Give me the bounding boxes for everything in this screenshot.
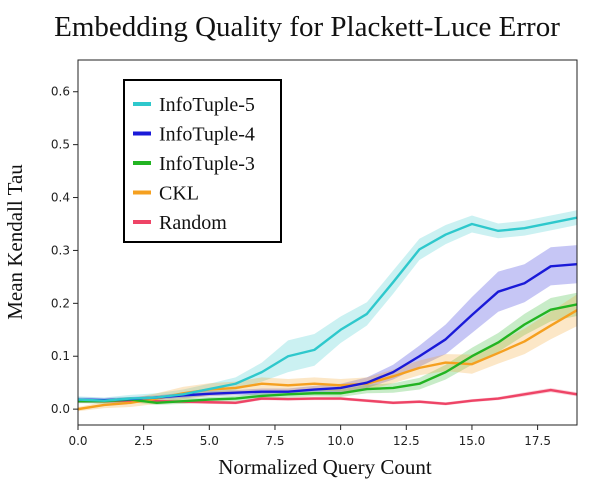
x-tick-label: 5.0 — [200, 434, 219, 448]
x-tick-label: 10.0 — [327, 434, 354, 448]
legend-label-infotuple-5: InfoTuple-5 — [159, 94, 255, 116]
legend-label-infotuple-3: InfoTuple-3 — [159, 153, 255, 175]
legend-label-random: Random — [159, 212, 227, 234]
plot-area: 0.0 2.5 5.0 7.5 10.0 12.5 15.0 17.5 0.0 0.1 0.2 0.3… — [51, 59, 578, 448]
y-tick-label: 0.1 — [51, 349, 70, 363]
band-infotuple-5 — [78, 210, 577, 404]
band-infotuple-4 — [78, 245, 577, 403]
line-infotuple-5 — [78, 216, 577, 402]
x-tick-label: 2.5 — [134, 434, 153, 448]
legend-label-infotuple-4: InfoTuple-4 — [159, 124, 255, 146]
legend: InfoTuple-5 InfoTuple-4 InfoTuple-3 CKL Rand… — [123, 79, 282, 243]
x-tick-label: 7.5 — [265, 434, 284, 448]
y-tick-label: 0.3 — [51, 243, 70, 257]
y-tick-label: 0.5 — [51, 138, 70, 152]
plot-frame — [77, 59, 578, 426]
y-tick-label: 0.4 — [51, 191, 70, 205]
y-tick-label: 0.6 — [51, 85, 70, 99]
x-tick-label: 12.5 — [393, 434, 420, 448]
y-tick-label: 0.2 — [51, 296, 70, 310]
chart-title: Embedding Quality for Plackett-Luce Erro… — [54, 11, 560, 43]
band-infotuple-3 — [78, 292, 577, 405]
line-random — [78, 388, 577, 406]
x-tick-label: 0.0 — [68, 434, 87, 448]
x-axis-label: Normalized Query Count — [218, 455, 432, 479]
series-group — [78, 210, 577, 412]
line-infotuple-3 — [78, 303, 577, 404]
y-axis-label: Mean Kendall Tau — [3, 164, 27, 320]
legend-label-ckl: CKL — [159, 183, 199, 205]
y-tick-label: 0.0 — [51, 402, 70, 416]
x-tick-label: 17.5 — [524, 434, 551, 448]
x-tick-label: 15.0 — [459, 434, 486, 448]
